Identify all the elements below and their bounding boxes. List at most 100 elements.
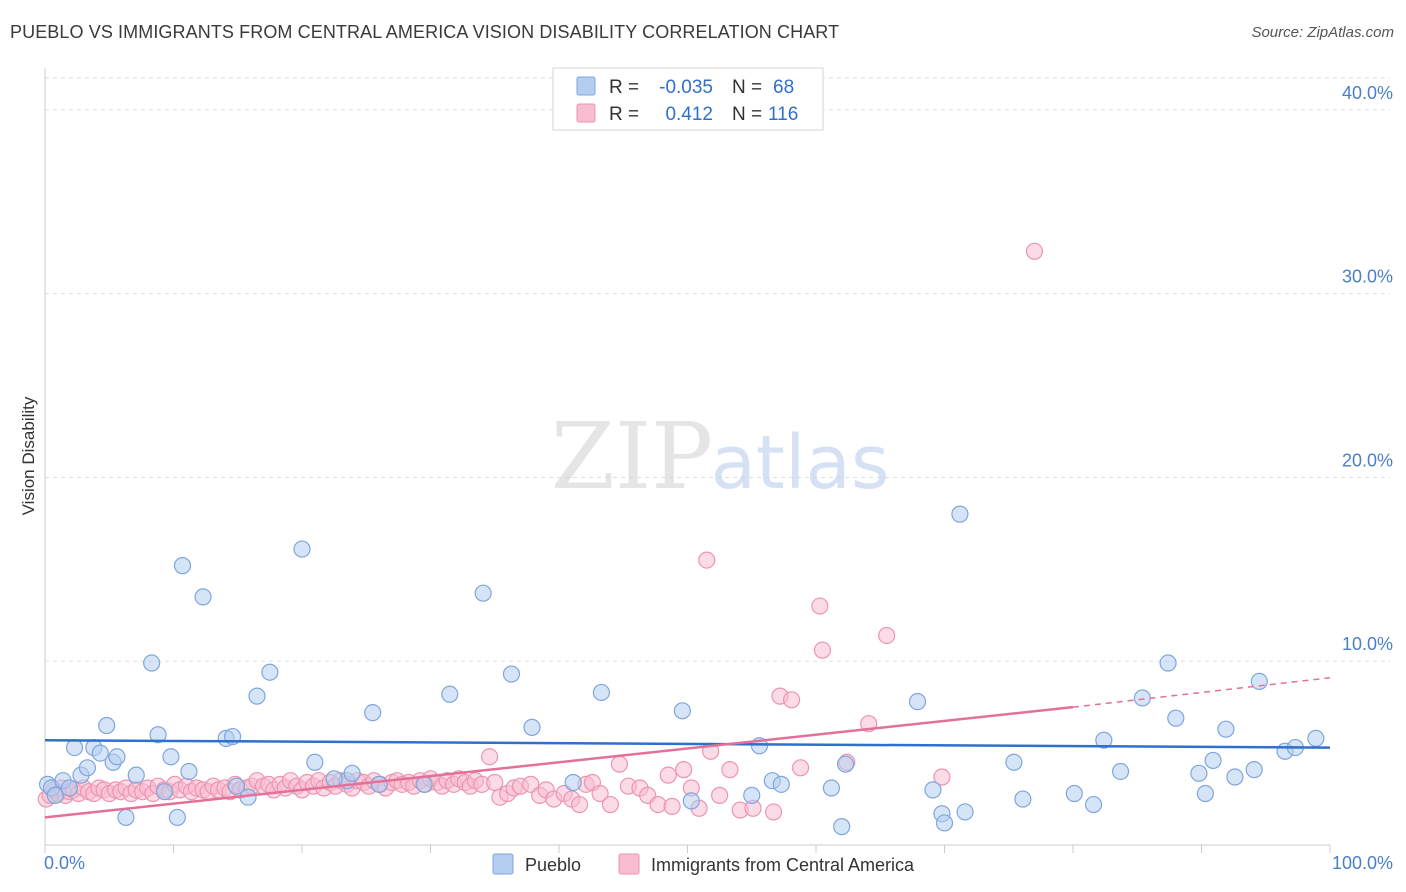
- pueblo-point: [1226, 768, 1244, 786]
- legend-pueblo-swatch: [576, 76, 596, 96]
- pueblo-point: [743, 786, 761, 804]
- pueblo-point: [1167, 709, 1185, 727]
- pueblo-point: [564, 773, 582, 792]
- pueblo-point: [325, 770, 343, 788]
- pueblo-point: [924, 781, 942, 799]
- immigrants-point: [1025, 242, 1044, 260]
- trend-layer: [44, 676, 1331, 819]
- pueblo-point: [502, 665, 521, 683]
- pueblo-point: [833, 818, 851, 836]
- pueblo-point: [1065, 784, 1083, 803]
- pueblo-point: [78, 759, 97, 777]
- pueblo-point: [155, 783, 174, 801]
- immigrants-point: [675, 761, 693, 779]
- immigrants-point: [711, 786, 729, 804]
- legend-pueblo-r-label: R =: [609, 77, 639, 98]
- immigrants-point: [791, 759, 810, 777]
- immigrants-point: [811, 597, 829, 615]
- legend-immig-swatch: [576, 103, 596, 123]
- immigrants-point: [649, 795, 667, 814]
- immigrants-point: [601, 795, 620, 814]
- pueblo-point: [523, 718, 541, 736]
- pueblo-point: [293, 540, 311, 558]
- pueblo-point: [261, 663, 279, 681]
- pueblo-point: [98, 716, 116, 735]
- pueblo-point: [441, 685, 459, 703]
- pueblo-point: [1190, 764, 1208, 782]
- pueblo-point: [956, 803, 974, 821]
- watermark-atlas: atlas: [711, 420, 890, 506]
- x-tick-label-max: 100.0%: [1332, 853, 1393, 873]
- pueblo-point: [1159, 654, 1177, 672]
- pueblo-point: [248, 687, 266, 705]
- immigrants-trend-line: [44, 705, 1074, 819]
- legend-bottom-immig-swatch: [618, 853, 640, 875]
- legend-top-box: [552, 67, 824, 131]
- pueblo-point: [162, 748, 180, 766]
- pueblo-point: [1196, 784, 1214, 803]
- pueblo-point: [951, 505, 969, 523]
- pueblo-point: [117, 808, 135, 827]
- legend-pueblo-n-label: N =: [732, 77, 762, 98]
- y-tick-label: 40.0%: [1342, 83, 1393, 103]
- immigrants-point: [610, 755, 628, 773]
- pueblo-point: [227, 777, 246, 795]
- legend-bottom-pueblo-swatch: [492, 853, 514, 875]
- pueblo-point: [673, 702, 691, 720]
- immigrants-point: [782, 691, 801, 709]
- pueblo-point: [836, 755, 855, 773]
- pueblo-point: [173, 557, 192, 575]
- y-tick-label: 30.0%: [1342, 267, 1393, 287]
- immigrants-point: [659, 766, 677, 784]
- legend-immig-n-label: N =: [732, 104, 762, 125]
- pueblo-point: [682, 792, 700, 810]
- pueblo-point: [168, 808, 186, 827]
- immigrants-point: [878, 626, 896, 645]
- pueblo-point: [127, 766, 145, 784]
- y-axis-label: Vision Disability: [19, 396, 38, 515]
- pueblo-point: [194, 588, 212, 606]
- pueblo-point: [822, 779, 841, 797]
- pueblo-points: [38, 505, 1325, 836]
- immigrants-point: [721, 761, 739, 779]
- legend-pueblo-n-value: 68: [773, 77, 794, 98]
- immigrants-point: [570, 795, 589, 814]
- immigrants-point: [486, 773, 504, 792]
- legend-immig-n-value: 116: [768, 104, 798, 125]
- pueblo-point: [46, 786, 64, 804]
- pueblo-point: [415, 775, 433, 793]
- immigrants-point: [522, 775, 540, 793]
- pueblo-point: [1095, 731, 1113, 749]
- legend-bottom-pueblo-label: Pueblo: [525, 855, 581, 875]
- legend-top: R = -0.035 N = 68 R = 0.412 N = 116: [552, 67, 824, 131]
- pueblo-point: [65, 738, 84, 757]
- pueblo-trend-line: [44, 738, 1331, 749]
- watermark: ZIP atlas: [551, 403, 890, 510]
- legend-immig-r-value: 0.412: [665, 104, 713, 125]
- pueblo-point: [1014, 790, 1032, 808]
- legend-immig-r-label: R =: [609, 104, 639, 125]
- pueblo-point: [908, 693, 927, 711]
- pueblo-point: [91, 744, 109, 762]
- immigrants-trend-extension: [1072, 676, 1331, 708]
- pueblo-point: [1245, 761, 1263, 779]
- pueblo-point: [474, 584, 492, 602]
- legend-bottom-immig-label: Immigrants from Central America: [651, 855, 915, 875]
- pueblo-point: [343, 764, 361, 782]
- immigrants-point: [663, 797, 681, 816]
- pueblo-point: [364, 704, 382, 722]
- pueblo-point: [1084, 795, 1103, 814]
- legend-pueblo-r-value: -0.035: [659, 77, 713, 98]
- pueblo-point: [108, 748, 126, 766]
- immigrants-point: [698, 551, 716, 569]
- y-tick-label: 20.0%: [1342, 450, 1393, 470]
- grid-layer: [45, 77, 1390, 662]
- immigrants-point: [591, 784, 609, 803]
- pueblo-point: [1204, 751, 1222, 770]
- x-tick-label-min: 0.0%: [44, 853, 85, 873]
- pueblo-point: [1217, 720, 1235, 738]
- legend-bottom: Pueblo Immigrants from Central America: [492, 853, 915, 875]
- chart-title: PUEBLO VS IMMIGRANTS FROM CENTRAL AMERIC…: [10, 22, 840, 42]
- pueblo-point: [143, 654, 161, 672]
